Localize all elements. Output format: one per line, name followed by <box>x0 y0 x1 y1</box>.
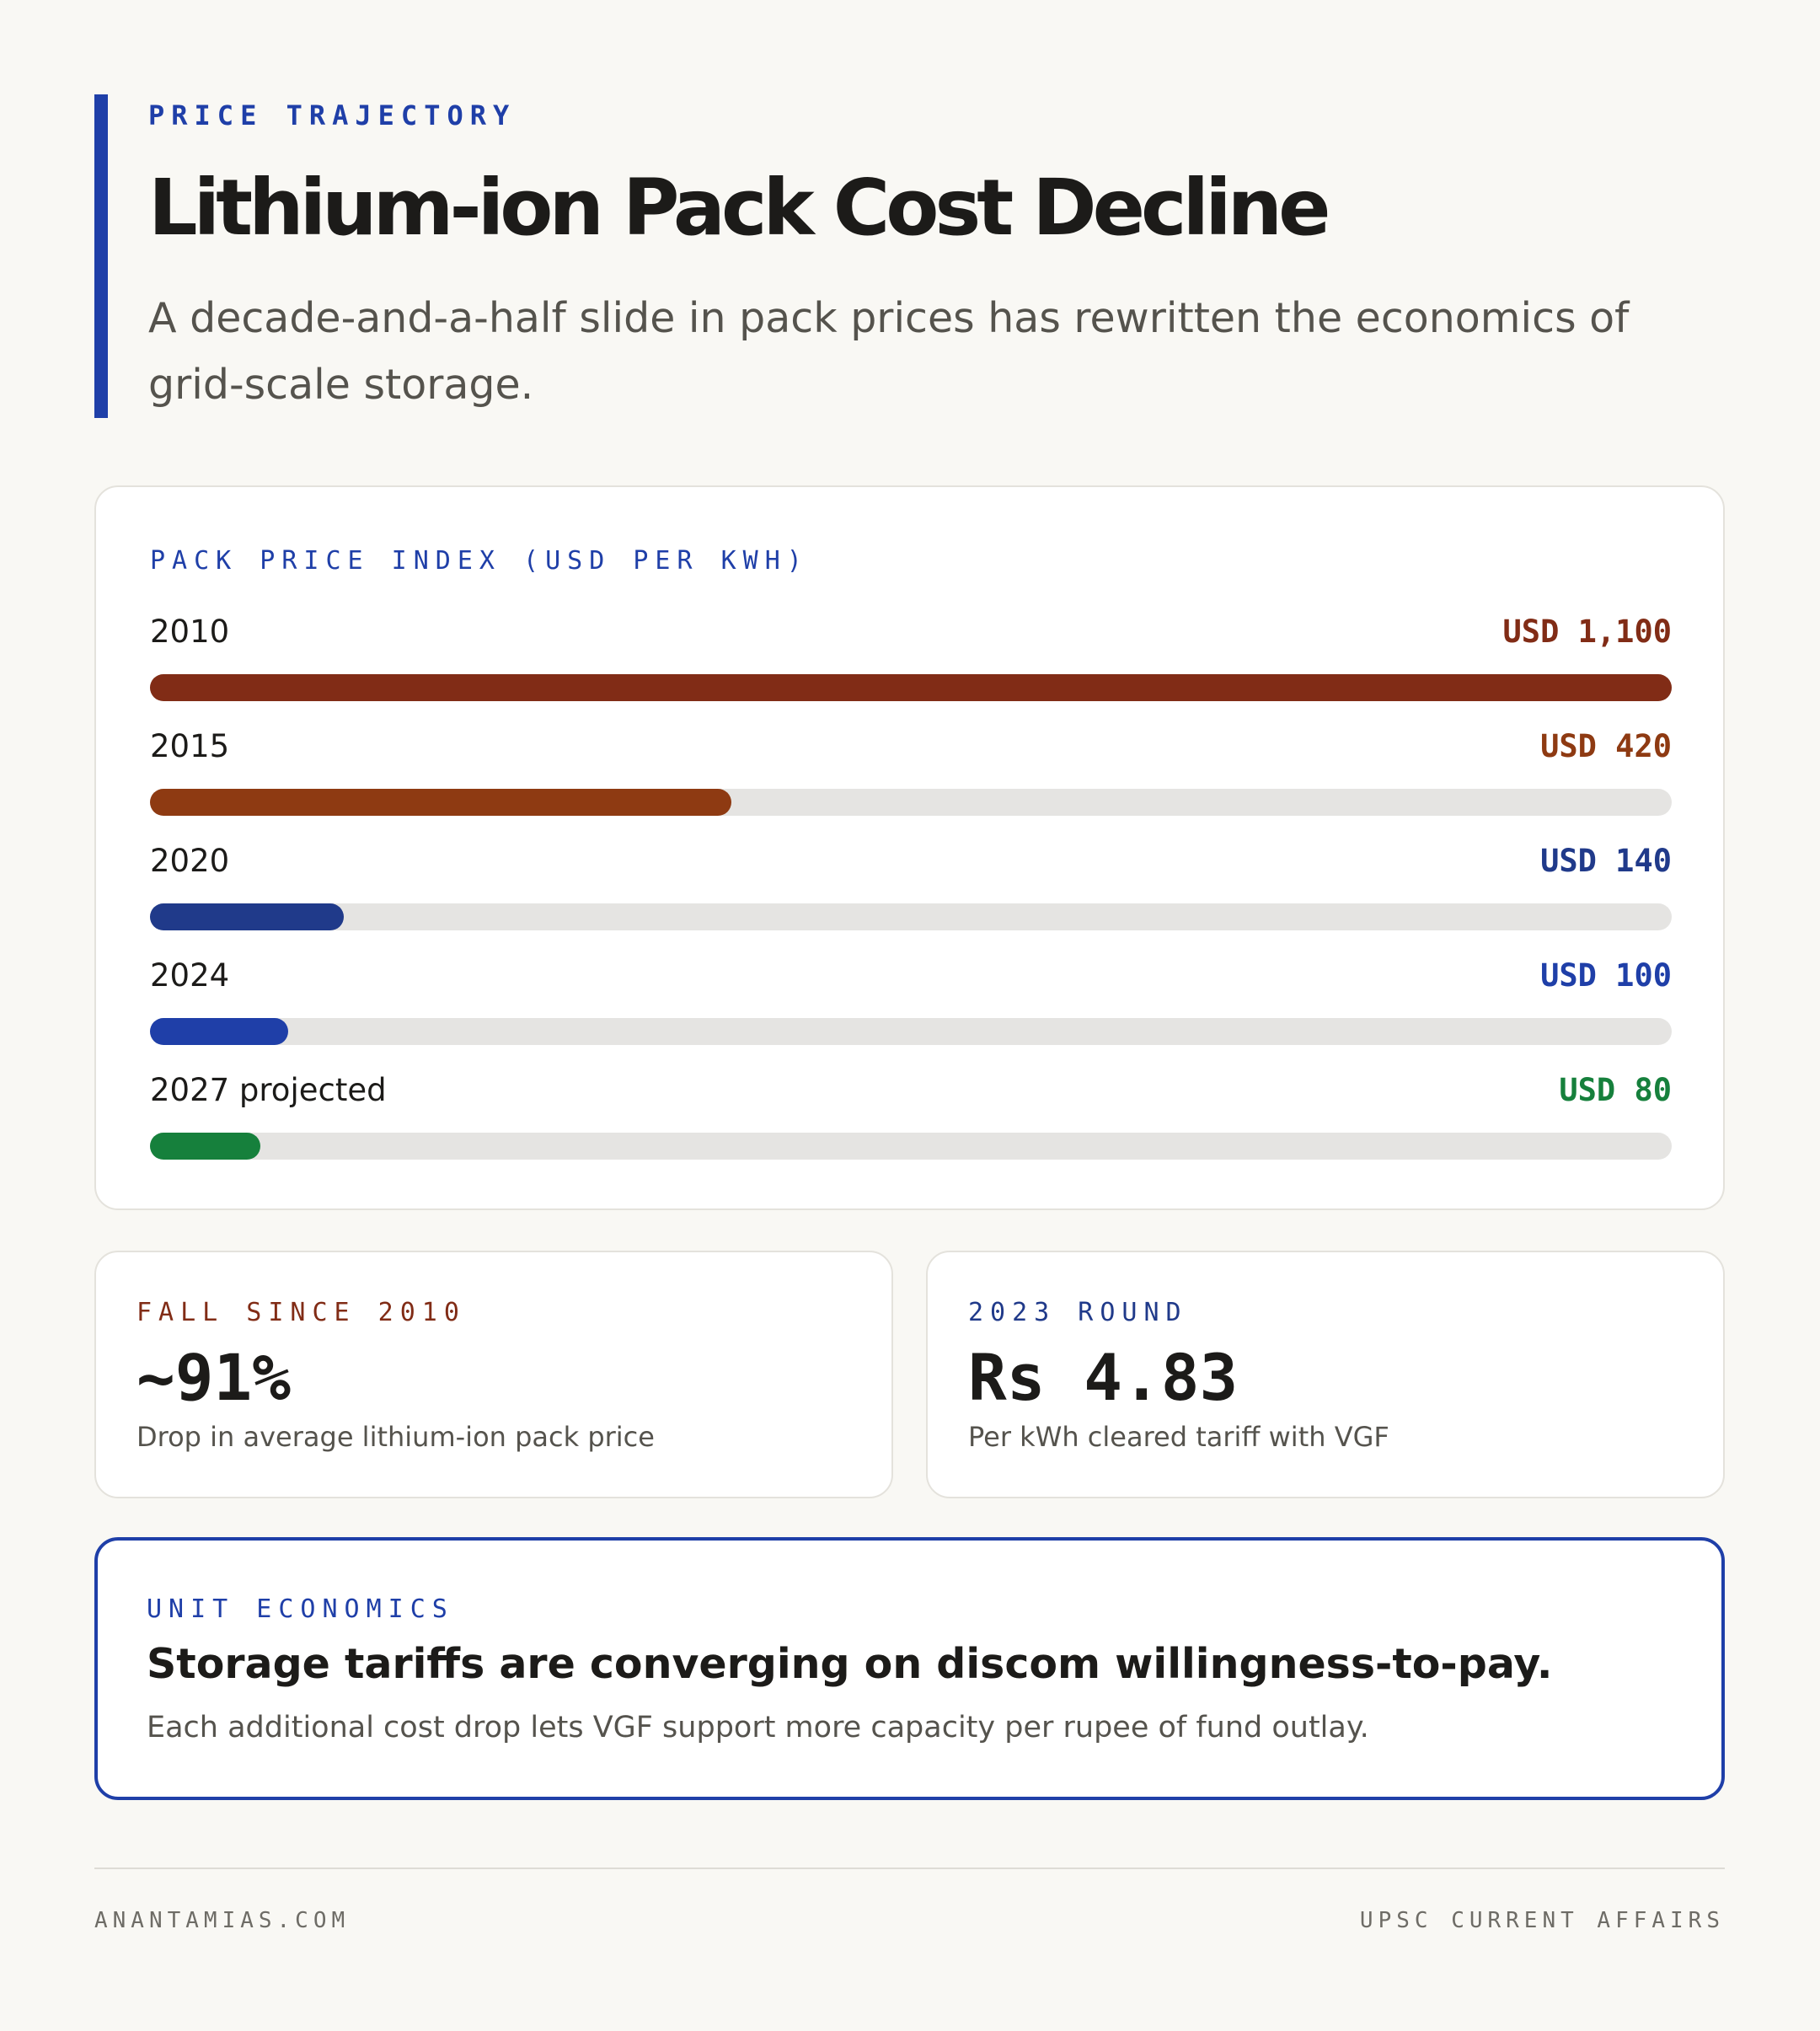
bar-category-label: 2015 <box>150 728 230 764</box>
bar-value-label: USD 140 <box>1540 843 1672 879</box>
bar-row: 2020 USD 140 <box>150 843 1672 935</box>
bar-track <box>150 1133 1672 1160</box>
stat-label: 2023 ROUND <box>968 1298 1188 1327</box>
callout-headline: Storage tariffs are converging on discom… <box>147 1640 1553 1688</box>
stat-caption: Drop in average lithium-ion pack price <box>136 1421 655 1453</box>
page-subtitle: A decade-and-a-half slide in pack prices… <box>148 294 1630 409</box>
bar <box>150 1133 260 1160</box>
bar-row: 2015 USD 420 <box>150 728 1672 821</box>
stat-card-round: 2023 ROUND Rs 4.83 Per kWh cleared tarif… <box>926 1251 1725 1498</box>
bar <box>150 674 1672 701</box>
chart-title: PACK PRICE INDEX (USD PER KWH) <box>150 546 809 576</box>
bar-track <box>150 1018 1672 1045</box>
footer-divider <box>94 1868 1725 1869</box>
bar <box>150 789 731 816</box>
bar-row: 2010 USD 1,100 <box>150 614 1672 706</box>
bar-category-label: 2010 <box>150 614 230 650</box>
bar-category-label: 2027 projected <box>150 1072 387 1108</box>
bar-value-label: USD 100 <box>1540 957 1672 994</box>
accent-rule <box>94 94 108 418</box>
stat-card-fall: FALL SINCE 2010 ~91% Drop in average lit… <box>94 1251 893 1498</box>
stat-value: ~91% <box>136 1340 292 1415</box>
bar-value-label: USD 80 <box>1559 1072 1672 1108</box>
page-title: Lithium-ion Pack Cost Decline <box>148 163 1331 253</box>
bar-track <box>150 903 1672 930</box>
bar-track <box>150 674 1672 701</box>
kicker: PRICE TRAJECTORY <box>148 99 517 131</box>
price-chart-card: PACK PRICE INDEX (USD PER KWH) 2010 USD 1… <box>94 485 1725 1210</box>
bar-category-label: 2020 <box>150 843 230 879</box>
header: PRICE TRAJECTORY Lithium-ion Pack Cost D… <box>94 94 1725 418</box>
bar-value-label: USD 420 <box>1540 728 1672 764</box>
bar-row: 2024 USD 100 <box>150 957 1672 1050</box>
callout-label: UNIT ECONOMICS <box>147 1594 454 1624</box>
stat-caption: Per kWh cleared tariff with VGF <box>968 1421 1389 1453</box>
callout-card: UNIT ECONOMICS Storage tariffs are conve… <box>94 1537 1725 1800</box>
footer-section: UPSC CURRENT AFFAIRS <box>1359 1908 1725 1933</box>
bar-category-label: 2024 <box>150 957 230 994</box>
bar-track <box>150 789 1672 816</box>
bar-value-label: USD 1,100 <box>1502 614 1672 650</box>
bar <box>150 903 344 930</box>
bar <box>150 1018 288 1045</box>
callout-body: Each additional cost drop lets VGF suppo… <box>147 1711 1369 1744</box>
stat-value: Rs 4.83 <box>968 1340 1239 1415</box>
bar-row: 2027 projected USD 80 <box>150 1072 1672 1165</box>
stat-label: FALL SINCE 2010 <box>136 1298 466 1327</box>
footer-site: ANANTAMIAS.COM <box>94 1908 351 1933</box>
